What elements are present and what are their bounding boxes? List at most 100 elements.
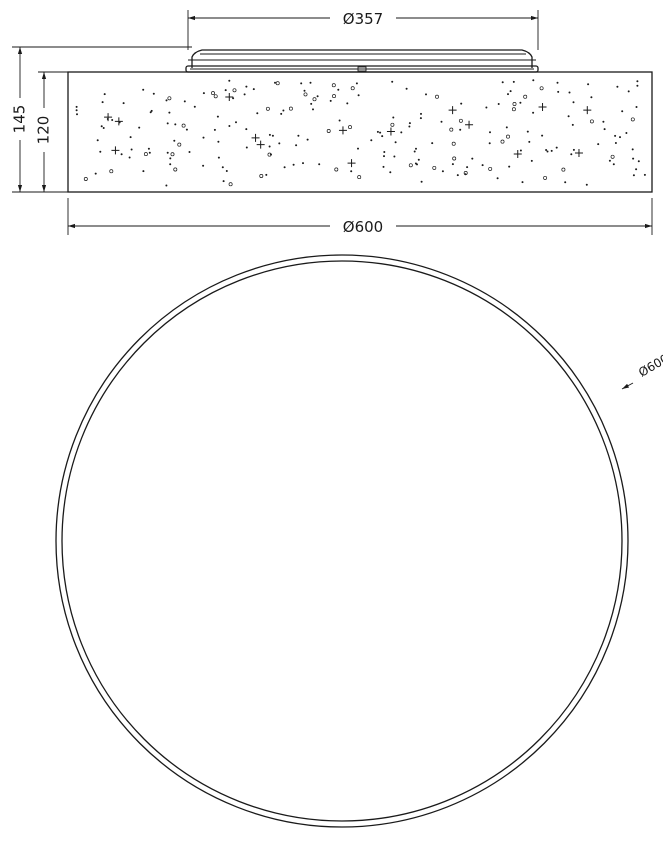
star-dot (568, 91, 571, 94)
star-dot (259, 174, 264, 178)
body-diameter-side-label: Ø600 (343, 218, 383, 236)
star-dot (331, 83, 336, 88)
star-dot (466, 166, 469, 169)
star-dot (348, 125, 352, 130)
star-dot (235, 121, 237, 124)
star-dot (338, 119, 341, 122)
star-dot (165, 99, 168, 102)
sparkle-star (111, 146, 120, 155)
star-dot (337, 88, 340, 91)
star-dot (452, 156, 457, 161)
star-dot (280, 112, 283, 115)
star-dot (278, 142, 281, 145)
star-dot (96, 139, 99, 142)
sparkle-star (114, 117, 123, 126)
star-dot (267, 152, 272, 157)
star-dot (232, 97, 235, 100)
star-dot (431, 142, 434, 145)
star-dot (185, 128, 188, 131)
star-dot (381, 135, 384, 138)
sparkle-star (104, 113, 113, 122)
star-dot (415, 147, 417, 150)
star-dot (394, 141, 397, 144)
sparkle-star (347, 159, 356, 168)
mounting-plate (185, 49, 539, 73)
star-dot (545, 149, 548, 151)
star-dot (166, 151, 169, 154)
star-dot (561, 167, 566, 172)
star-dot (225, 170, 228, 172)
sparkle-star (225, 93, 234, 102)
star-dot (346, 102, 349, 105)
star-dot (216, 115, 219, 118)
star-dot (102, 127, 105, 129)
star-dot (228, 79, 231, 82)
star-dot (326, 129, 331, 133)
star-dot (585, 183, 588, 186)
star-dot (556, 81, 559, 84)
star-dot (174, 123, 177, 126)
star-dot (532, 79, 535, 82)
star-dot (99, 150, 102, 153)
star-dot (541, 134, 544, 137)
dimension-body-diameter-side: Ø600 (67, 198, 653, 236)
sparkle-star (448, 106, 457, 115)
star-dot (564, 181, 567, 184)
star-dot (501, 81, 504, 84)
star-dot (619, 136, 621, 139)
star-dot (413, 150, 416, 153)
star-dot (636, 80, 639, 83)
star-dot (300, 82, 303, 85)
star-dot (183, 100, 186, 103)
star-dot (481, 164, 484, 167)
star-dot (169, 163, 172, 166)
star-dot (75, 105, 78, 108)
sparkle-star (465, 120, 474, 129)
star-dot (202, 92, 205, 95)
star-dot (489, 131, 491, 134)
dimension-body-diameter-top: Ø600 (621, 351, 663, 390)
star-dot (181, 123, 186, 128)
star-dot (440, 120, 443, 123)
star-dot (390, 122, 395, 127)
star-dot (497, 103, 500, 105)
star-dot (170, 152, 175, 157)
total-height-label: 145 (11, 105, 29, 134)
star-dot (288, 106, 293, 111)
star-dot (571, 123, 574, 126)
star-dot (217, 156, 220, 159)
star-dot (523, 94, 528, 99)
star-dot (295, 144, 298, 147)
lamp-body-side (67, 71, 653, 193)
star-dot (130, 148, 133, 151)
star-dot (507, 93, 509, 96)
star-dot (589, 119, 594, 124)
star-dot (570, 153, 573, 156)
star-dot (222, 180, 225, 183)
star-dot (283, 166, 286, 169)
star-dot (408, 125, 411, 128)
star-dot (166, 122, 169, 125)
star-dot (587, 83, 590, 86)
star-dot (419, 117, 422, 120)
star-dot (152, 92, 155, 95)
star-dot (312, 108, 314, 111)
sparkle-star (386, 127, 395, 136)
star-dot (449, 127, 454, 132)
star-dot (193, 105, 196, 108)
dimension-total-height: 145 (11, 46, 192, 193)
star-dot (303, 92, 308, 97)
dimension-body-height: 120 (35, 71, 68, 192)
star-dot (460, 102, 463, 105)
star-dot (432, 165, 437, 170)
star-dot (188, 151, 191, 153)
star-dot (265, 106, 270, 111)
star-dot (621, 110, 624, 113)
sparkle-star (583, 106, 592, 115)
star-dot (392, 116, 395, 119)
star-dot (389, 171, 392, 174)
star-dot (306, 138, 309, 141)
star-dot (557, 90, 560, 93)
star-dot (425, 93, 427, 96)
